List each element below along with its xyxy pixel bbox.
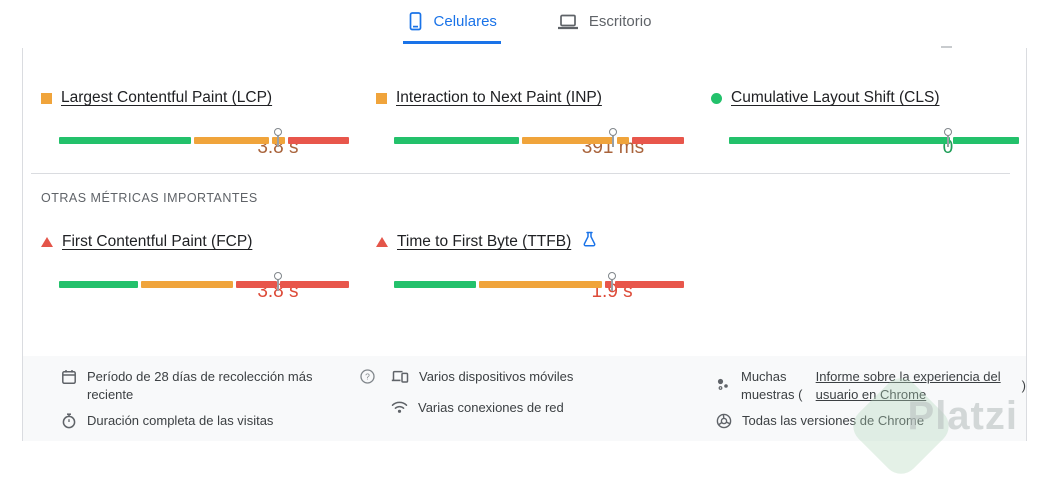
experimental-flask-icon — [582, 231, 597, 253]
other-metrics-heading: OTRAS MÉTRICAS IMPORTANTES — [41, 191, 1026, 205]
p75-marker — [944, 128, 952, 147]
status-poor-icon — [41, 237, 53, 247]
lcp-distribution-bar — [59, 137, 349, 144]
metric-lcp: Largest Contentful Paint (LCP) 3.8 s — [41, 88, 376, 144]
calendar-icon — [61, 368, 77, 390]
metric-inp: Interaction to Next Paint (INP) 391 ms — [376, 88, 711, 144]
bar-segment-red — [280, 281, 349, 288]
samples-suffix-text: ) — [1022, 377, 1026, 395]
report-footer: Período de 28 días de recolección más re… — [23, 356, 1026, 441]
p75-marker — [609, 128, 617, 147]
p75-marker — [608, 272, 616, 291]
stopwatch-icon — [61, 412, 77, 434]
section-divider — [31, 173, 1010, 174]
tab-escritorio[interactable]: Escritorio — [553, 7, 656, 44]
tab-label: Celulares — [434, 13, 497, 30]
status-poor-icon — [376, 237, 388, 247]
bar-segment-green — [59, 281, 138, 288]
bar-segment-red — [236, 281, 277, 288]
bar-segment-red — [615, 281, 684, 288]
fcp-distribution-bar — [59, 281, 349, 288]
core-web-vitals-row: Largest Contentful Paint (LCP) 3.8 s Int… — [23, 88, 1026, 144]
bar-segment-orange — [617, 137, 629, 144]
status-average-icon — [41, 93, 52, 104]
p75-marker — [274, 272, 282, 291]
bar-segment-orange — [522, 137, 614, 144]
bar-segment-orange — [141, 281, 233, 288]
network-text: Varias conexiones de red — [418, 399, 564, 417]
p75-marker — [274, 128, 282, 147]
ttfb-link[interactable]: Time to First Byte (TTFB) — [397, 233, 571, 251]
devices-text: Varios dispositivos móviles — [419, 368, 573, 386]
cls-distribution-bar — [729, 137, 1019, 144]
bar-segment-green — [729, 137, 950, 144]
desktop-icon — [557, 13, 579, 31]
inp-link[interactable]: Interaction to Next Paint (INP) — [396, 89, 602, 107]
chrome-versions-text: Todas las versiones de Chrome — [742, 412, 924, 430]
samples-dots-icon — [716, 374, 731, 397]
network-wifi-icon — [391, 399, 408, 419]
tab-celulares[interactable]: Celulares — [403, 7, 501, 44]
status-good-icon — [711, 93, 722, 104]
collection-period-text: Período de 28 días de recolección más re… — [87, 368, 339, 403]
bar-segment-green — [394, 281, 476, 288]
bar-segment-orange — [194, 137, 268, 144]
lcp-link[interactable]: Largest Contentful Paint (LCP) — [61, 89, 272, 107]
footer-samples-col: Muchas muestras ( Informe sobre la exper… — [716, 368, 1026, 443]
bar-segment-green — [394, 137, 519, 144]
tab-label: Escritorio — [589, 13, 652, 30]
crux-report-card: Largest Contentful Paint (LCP) 3.8 s Int… — [22, 48, 1027, 441]
status-average-icon — [376, 93, 387, 104]
footer-collection-col: Período de 28 días de recolección más re… — [61, 368, 391, 443]
bar-segment-green — [59, 137, 191, 144]
bar-segment-orange — [479, 281, 602, 288]
help-icon[interactable]: ? — [360, 368, 375, 389]
other-metrics-row: First Contentful Paint (FCP) 3.8 s Time … — [23, 232, 1026, 288]
mobile-icon — [407, 12, 424, 31]
visit-duration-text: Duración completa de las visitas — [87, 412, 273, 430]
metric-ttfb: Time to First Byte (TTFB) 1.9 s — [376, 232, 711, 288]
samples-prefix-text: Muchas muestras ( — [741, 368, 806, 403]
svg-text:?: ? — [365, 372, 370, 382]
chrome-icon — [716, 412, 732, 434]
ttfb-distribution-bar — [394, 281, 684, 288]
metric-fcp: First Contentful Paint (FCP) 3.8 s — [41, 232, 376, 288]
bar-segment-green — [953, 137, 1019, 144]
metric-cls: Cumulative Layout Shift (CLS) 0 — [711, 88, 1026, 144]
devices-icon — [391, 368, 409, 390]
cls-link[interactable]: Cumulative Layout Shift (CLS) — [731, 89, 939, 107]
footer-devices-col: Varios dispositivos móviles Varias conex… — [391, 368, 716, 443]
bar-segment-red — [632, 137, 684, 144]
crux-report-link[interactable]: Informe sobre la experiencia del usuario… — [816, 368, 1012, 403]
inp-distribution-bar — [394, 137, 684, 144]
fcp-link[interactable]: First Contentful Paint (FCP) — [62, 233, 252, 251]
device-tabbar: Celulares Escritorio — [0, 0, 1058, 44]
bar-segment-red — [288, 137, 349, 144]
